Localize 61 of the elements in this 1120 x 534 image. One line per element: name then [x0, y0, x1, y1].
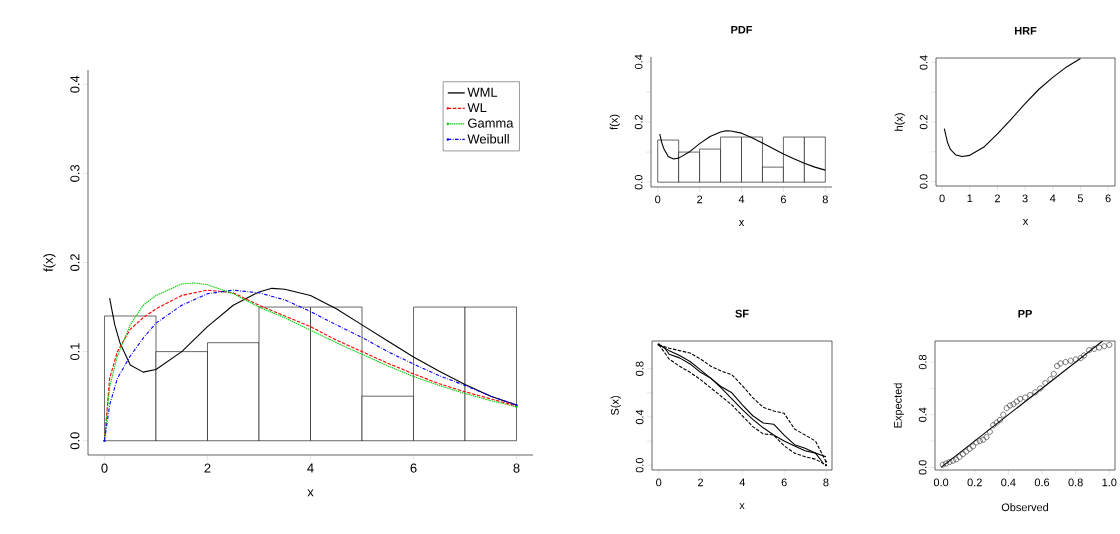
y-tick-label: 0.2: [634, 114, 643, 130]
y-tick-label: 0.4: [635, 409, 644, 425]
y-tick-label: 0.1: [70, 343, 80, 361]
chart-title: SF: [735, 309, 749, 318]
x-axis-title: x: [1022, 219, 1029, 225]
chart-title: PDF: [731, 25, 753, 34]
y-tick-label: 0.3: [70, 164, 80, 182]
x-tick-label: 2: [698, 478, 704, 487]
legend-label: WL: [467, 103, 487, 113]
chart-title: PP: [1018, 309, 1032, 318]
x-tick-label: 6: [781, 478, 787, 487]
x-tick-label: 4: [739, 478, 746, 487]
x-tick-label: 6: [1105, 194, 1111, 203]
x-tick-label: 3: [1022, 194, 1028, 203]
y-tick-label: 0.0: [919, 174, 928, 189]
x-tick-label: 0: [656, 478, 662, 487]
x-axis-title: x: [738, 220, 745, 226]
y-tick-label: 0.2: [70, 254, 80, 271]
x-tick-label: 8: [822, 195, 828, 204]
x-tick-label: 2: [697, 195, 703, 204]
x-tick-label: 8: [513, 463, 520, 473]
x-tick-label: 4: [738, 195, 745, 204]
y-axis-title: S(x): [610, 396, 621, 416]
x-tick-label: 0.8: [1068, 478, 1083, 487]
y-tick-label: 0.4: [919, 55, 928, 70]
x-tick-label: 0: [101, 463, 108, 473]
y-axis-title: h(x): [894, 113, 905, 131]
x-tick-label: 6: [410, 463, 417, 473]
x-tick-label: 0: [655, 195, 661, 204]
x-tick-label: 2: [204, 463, 211, 473]
x-tick-label: 1.0: [1102, 478, 1117, 487]
y-tick-label: 0.8: [918, 354, 927, 370]
y-tick-label: 0.2: [919, 114, 928, 130]
legend-label: WML: [467, 87, 498, 97]
chart-title: HRF: [1014, 26, 1037, 35]
y-tick-label: 0.4: [634, 54, 643, 70]
y-axis-title: f(x): [43, 253, 56, 272]
y-axis-title: f(x): [609, 114, 620, 130]
x-tick-label: 4: [307, 463, 314, 473]
x-tick-label: 8: [823, 478, 829, 487]
x-tick-label: 0.2: [967, 478, 982, 487]
y-tick-label: 0.8: [635, 361, 644, 376]
legend-label: Weibull: [467, 134, 509, 144]
x-tick-label: 5: [1077, 194, 1084, 203]
y-tick-label: 0.0: [634, 175, 643, 190]
x-tick-label: 2: [994, 194, 1000, 203]
x-axis-title: x: [739, 503, 745, 509]
legend-label: Gamma: [468, 118, 514, 128]
y-tick-label: 0.4: [70, 75, 80, 93]
x-tick-label: 0.0: [933, 478, 949, 487]
x-tick-label: 0.4: [1001, 478, 1016, 487]
x-tick-label: 0.6: [1034, 478, 1050, 487]
x-tick-label: 0: [939, 194, 945, 203]
y-tick-label: 0.0: [70, 432, 80, 450]
x-tick-label: 4: [1049, 194, 1056, 203]
x-tick-label: 6: [780, 195, 786, 204]
x-axis-title: x: [307, 489, 314, 497]
x-axis-title: Observed: [1001, 503, 1049, 512]
y-tick-label: 0.4: [918, 407, 927, 422]
y-axis-title: Expected: [893, 383, 904, 428]
x-tick-label: 1: [967, 194, 973, 203]
